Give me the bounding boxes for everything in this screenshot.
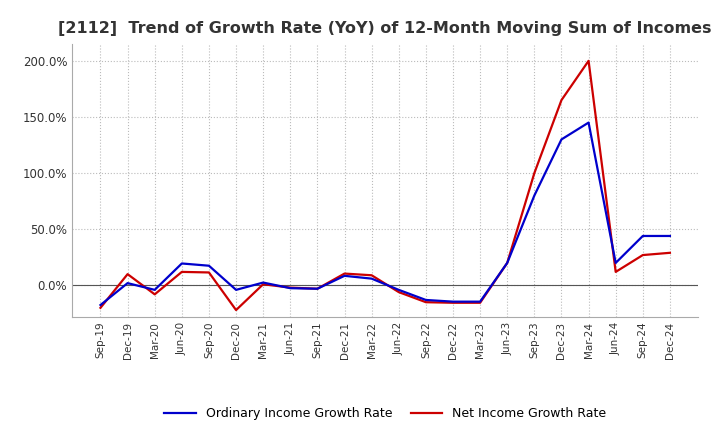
Ordinary Income Growth Rate xyxy=(476,299,485,304)
Net Income Growth Rate xyxy=(503,260,511,266)
Ordinary Income Growth Rate xyxy=(395,287,403,293)
Net Income Growth Rate xyxy=(530,170,539,176)
Ordinary Income Growth Rate xyxy=(232,287,240,293)
Title: [2112]  Trend of Growth Rate (YoY) of 12-Month Moving Sum of Incomes: [2112] Trend of Growth Rate (YoY) of 12-… xyxy=(58,21,712,36)
Net Income Growth Rate xyxy=(665,250,674,256)
Ordinary Income Growth Rate xyxy=(341,273,349,279)
Ordinary Income Growth Rate xyxy=(123,280,132,286)
Ordinary Income Growth Rate xyxy=(204,263,213,268)
Ordinary Income Growth Rate xyxy=(150,287,159,293)
Net Income Growth Rate xyxy=(341,271,349,276)
Ordinary Income Growth Rate xyxy=(530,193,539,198)
Net Income Growth Rate xyxy=(584,58,593,63)
Net Income Growth Rate xyxy=(96,305,105,311)
Line: Net Income Growth Rate: Net Income Growth Rate xyxy=(101,61,670,310)
Net Income Growth Rate xyxy=(313,286,322,291)
Ordinary Income Growth Rate xyxy=(313,286,322,291)
Ordinary Income Growth Rate xyxy=(178,261,186,266)
Net Income Growth Rate xyxy=(150,292,159,297)
Line: Ordinary Income Growth Rate: Ordinary Income Growth Rate xyxy=(101,123,670,305)
Net Income Growth Rate xyxy=(395,290,403,295)
Net Income Growth Rate xyxy=(367,273,376,278)
Net Income Growth Rate xyxy=(259,282,268,287)
Net Income Growth Rate xyxy=(204,270,213,275)
Net Income Growth Rate xyxy=(557,98,566,103)
Net Income Growth Rate xyxy=(123,271,132,277)
Ordinary Income Growth Rate xyxy=(503,260,511,266)
Ordinary Income Growth Rate xyxy=(96,302,105,308)
Net Income Growth Rate xyxy=(232,308,240,313)
Net Income Growth Rate xyxy=(286,285,294,290)
Net Income Growth Rate xyxy=(611,269,620,275)
Net Income Growth Rate xyxy=(639,253,647,258)
Ordinary Income Growth Rate xyxy=(584,120,593,125)
Ordinary Income Growth Rate xyxy=(259,280,268,285)
Net Income Growth Rate xyxy=(178,269,186,275)
Ordinary Income Growth Rate xyxy=(557,137,566,142)
Net Income Growth Rate xyxy=(449,300,457,305)
Net Income Growth Rate xyxy=(476,300,485,305)
Ordinary Income Growth Rate xyxy=(639,233,647,238)
Net Income Growth Rate xyxy=(421,300,430,305)
Ordinary Income Growth Rate xyxy=(665,233,674,238)
Legend: Ordinary Income Growth Rate, Net Income Growth Rate: Ordinary Income Growth Rate, Net Income … xyxy=(159,402,611,425)
Ordinary Income Growth Rate xyxy=(421,297,430,303)
Ordinary Income Growth Rate xyxy=(367,276,376,281)
Ordinary Income Growth Rate xyxy=(449,299,457,304)
Ordinary Income Growth Rate xyxy=(286,286,294,291)
Ordinary Income Growth Rate xyxy=(611,260,620,266)
